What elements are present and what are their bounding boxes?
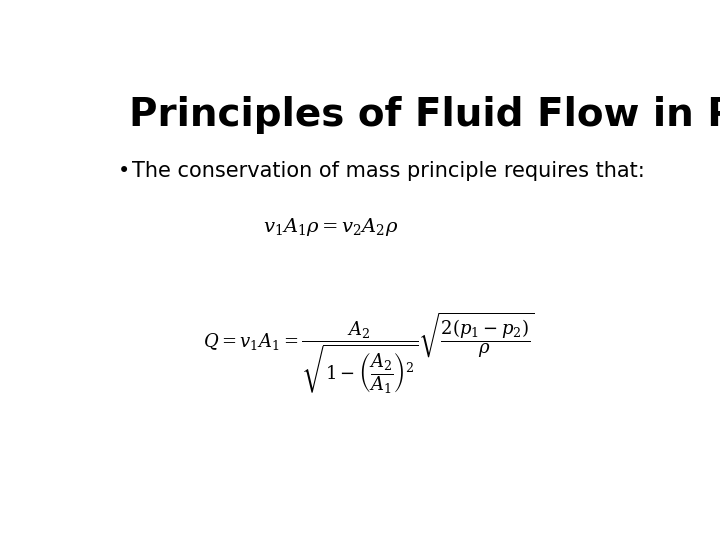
Text: The conservation of mass principle requires that:: The conservation of mass principle requi… xyxy=(132,161,644,181)
Text: •: • xyxy=(118,161,130,181)
Text: $v_1 A_1\rho = v_2 A_2\rho$: $v_1 A_1\rho = v_2 A_2\rho$ xyxy=(263,215,398,238)
Text: $Q = v_1 A_1 = \dfrac{A_2}{\sqrt{1 - \left(\dfrac{A_2}{A_1}\right)^{2}}}\sqrt{\d: $Q = v_1 A_1 = \dfrac{A_2}{\sqrt{1 - \le… xyxy=(203,311,535,396)
Text: Principles of Fluid Flow in Pipes: Principles of Fluid Flow in Pipes xyxy=(129,96,720,133)
